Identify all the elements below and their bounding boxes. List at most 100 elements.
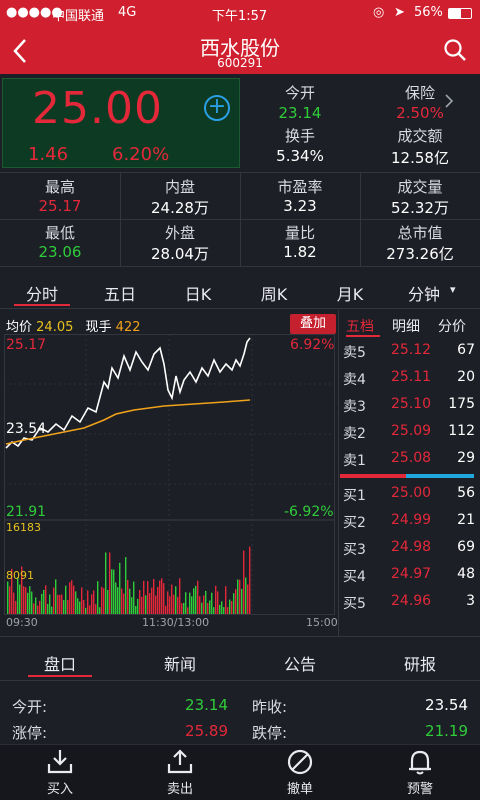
lock-rotation-icon: ◎ — [373, 5, 385, 20]
intraday-chart[interactable] — [4, 312, 338, 632]
ask-price: 25.08 — [391, 450, 432, 466]
price-line — [5, 337, 251, 449]
volume-bar — [55, 579, 57, 614]
chevron-right-icon[interactable] — [444, 94, 454, 108]
cancel-order-button[interactable]: 撤单 — [240, 748, 360, 797]
tab-five-levels[interactable]: 五档 — [346, 319, 374, 335]
amount-value: 12.58亿 — [391, 149, 449, 167]
tab-news[interactable]: 新闻 — [163, 655, 196, 674]
volume-bar — [85, 607, 87, 614]
volume-bar — [93, 590, 95, 614]
volume-max-label: 16183 — [6, 521, 41, 534]
ask-price: 25.12 — [391, 342, 432, 358]
overlay-button[interactable]: 叠加 — [290, 314, 336, 334]
volume-bar — [61, 594, 63, 614]
chevron-down-icon[interactable]: ▾ — [450, 283, 456, 296]
tab-minute[interactable]: 分钟 — [407, 285, 440, 304]
margin-value: 2.50% — [396, 104, 444, 122]
ask-row: 卖5 25.12 67 — [343, 342, 475, 368]
volume-bar — [209, 600, 211, 614]
stat-label: 市盈率 — [277, 178, 323, 196]
volume-bar — [145, 595, 147, 614]
add-watchlist-button[interactable]: + — [204, 95, 230, 121]
bid-qty: 69 — [457, 539, 475, 555]
tab-announcements[interactable]: 公告 — [283, 655, 316, 674]
tab-five-day[interactable]: 五日 — [103, 285, 136, 304]
volume-bar — [163, 583, 165, 614]
volume-bar — [79, 601, 81, 614]
panel-prev-close-value: 23.54 — [425, 696, 468, 714]
stat-label: 成交量 — [397, 178, 443, 196]
bid-price: 25.00 — [391, 485, 432, 501]
volume-bar — [239, 579, 241, 614]
volume-bar — [207, 603, 209, 614]
time-start-label: 09:30 — [6, 616, 38, 629]
volume-bar — [67, 599, 69, 614]
alert-button[interactable]: 预警 — [360, 748, 480, 797]
tab-weekly-k[interactable]: 周K — [260, 285, 288, 304]
volume-bar — [29, 586, 31, 614]
volume-bar — [65, 585, 67, 614]
volume-bar — [147, 581, 149, 614]
volume-bar — [13, 592, 15, 614]
stat-low: 最低 23.06 — [0, 222, 120, 261]
alert-label: 预警 — [406, 782, 433, 797]
chart-high-pct: 6.92% — [290, 337, 335, 353]
volume-bar — [105, 552, 107, 614]
carrier-name: 中国联通 — [52, 9, 105, 24]
ask-level: 卖3 — [343, 399, 366, 415]
network-type: 4G — [118, 5, 137, 20]
buy-button[interactable]: 买入 — [0, 748, 120, 797]
volume-bar — [113, 569, 115, 614]
stat-value: 25.17 — [38, 197, 82, 215]
ask-qty: 67 — [457, 342, 475, 358]
tab-intraday[interactable]: 分时 — [25, 285, 58, 304]
volume-bar — [119, 562, 121, 614]
volume-bar — [229, 599, 231, 614]
open-value: 23.14 — [278, 104, 322, 122]
tab-price-distribution[interactable]: 分价 — [438, 319, 466, 335]
volume-bar — [57, 594, 59, 614]
avg-price-label: 均价 — [6, 320, 33, 335]
average-price-line — [5, 399, 251, 445]
stat-value: 3.23 — [283, 197, 317, 215]
volume-bar — [127, 580, 129, 614]
tab-details[interactable]: 明细 — [392, 319, 420, 335]
bid-qty: 48 — [457, 566, 475, 582]
margin-label: 保险 — [404, 84, 435, 102]
volume-bar — [109, 552, 111, 614]
ask-level: 卖1 — [343, 453, 366, 469]
bid-row: 买2 24.99 21 — [343, 512, 475, 538]
stat-label: 最低 — [44, 224, 75, 242]
volume-bar — [117, 587, 119, 614]
sell-button[interactable]: 卖出 — [120, 748, 240, 797]
stat-label: 外盘 — [164, 224, 195, 242]
volume-bar — [33, 603, 35, 614]
back-icon[interactable] — [12, 38, 28, 64]
tab-monthly-k[interactable]: 月K — [336, 285, 364, 304]
tab-research[interactable]: 研报 — [403, 655, 436, 674]
volume-bar — [7, 581, 9, 614]
volume-bar — [157, 586, 159, 614]
volume-bar — [179, 578, 181, 614]
stat-value: 28.04万 — [151, 245, 209, 263]
volume-bar — [17, 577, 19, 614]
volume-bar — [247, 584, 249, 614]
volume-bar — [169, 596, 171, 614]
ask-level: 卖4 — [343, 372, 366, 388]
bid-price: 24.96 — [391, 593, 432, 609]
bid-level: 买2 — [343, 515, 366, 531]
volume-bar — [27, 592, 29, 614]
bid-price: 24.98 — [391, 539, 432, 555]
search-icon[interactable] — [443, 38, 467, 62]
stat-volume-ratio: 量比 1.82 — [240, 222, 360, 261]
ask-price: 25.09 — [391, 423, 432, 439]
volume-bar — [233, 593, 235, 614]
bid-row: 买3 24.98 69 — [343, 539, 475, 565]
ask-price: 25.10 — [391, 396, 432, 412]
tab-daily-k[interactable]: 日K — [184, 285, 212, 304]
chart-prev-close: 23.54 — [6, 421, 47, 437]
volume-bar — [183, 602, 185, 614]
volume-bar — [97, 581, 99, 614]
tab-order-book[interactable]: 盘口 — [43, 655, 76, 674]
